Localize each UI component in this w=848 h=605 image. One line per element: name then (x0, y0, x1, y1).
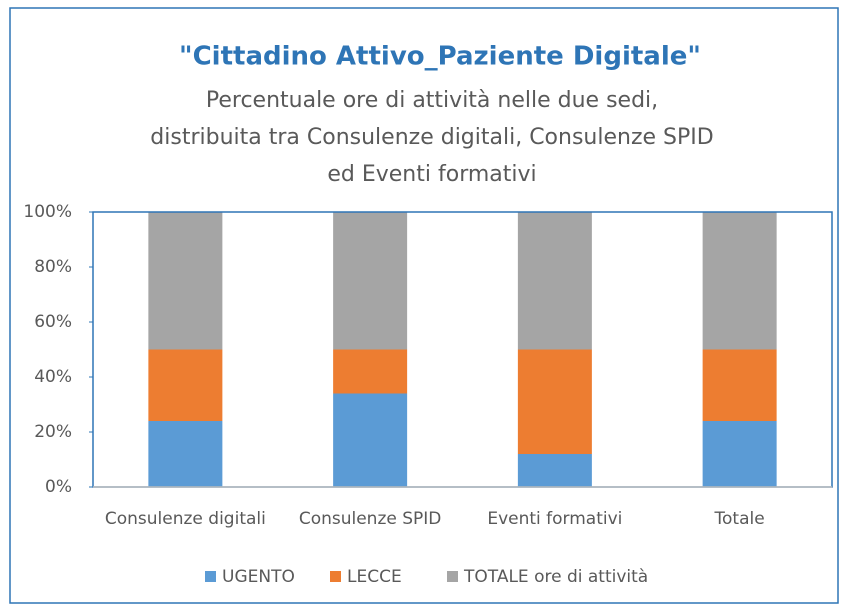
legend-label: UGENTO (222, 567, 295, 587)
x-tick-label: Consulenze digitali (105, 509, 266, 529)
bar-segment (517, 454, 592, 487)
bar-segment (517, 349, 592, 454)
y-tick-label: 0% (45, 477, 72, 497)
legend-label: LECCE (347, 567, 402, 587)
bar-segment (148, 421, 223, 487)
chart-title: "Cittadino Attivo_Paziente Digitale" (179, 42, 701, 72)
chart-subtitle: ed Eventi formativi (327, 162, 536, 187)
bar-segment (333, 393, 408, 487)
bar-segment (702, 421, 777, 487)
x-tick-label: Eventi formativi (487, 509, 622, 529)
bar-segment (148, 212, 223, 350)
bar-segment (702, 349, 777, 421)
chart-frame (9, 7, 839, 604)
y-tick-label: 20% (34, 422, 72, 442)
legend-swatch (447, 571, 458, 582)
x-tick-label: Consulenze SPID (299, 509, 442, 529)
x-tick-label: Totale (714, 509, 765, 529)
bar-segment (702, 212, 777, 350)
y-tick-label: 80% (34, 257, 72, 277)
bar-segment (517, 212, 592, 350)
legend-swatch (205, 571, 216, 582)
bar-segment (333, 212, 408, 350)
y-tick-label: 40% (34, 367, 72, 387)
y-tick-label: 60% (34, 312, 72, 332)
chart-subtitle: Percentuale ore di attività nelle due se… (206, 88, 658, 113)
bar-segment (333, 349, 408, 394)
chart-subtitle: distribuita tra Consulenze digitali, Con… (150, 125, 713, 150)
y-tick-label: 100% (23, 202, 72, 222)
legend-label: TOTALE ore di attività (463, 567, 648, 587)
bar-segment (148, 349, 223, 421)
legend-swatch (330, 571, 341, 582)
